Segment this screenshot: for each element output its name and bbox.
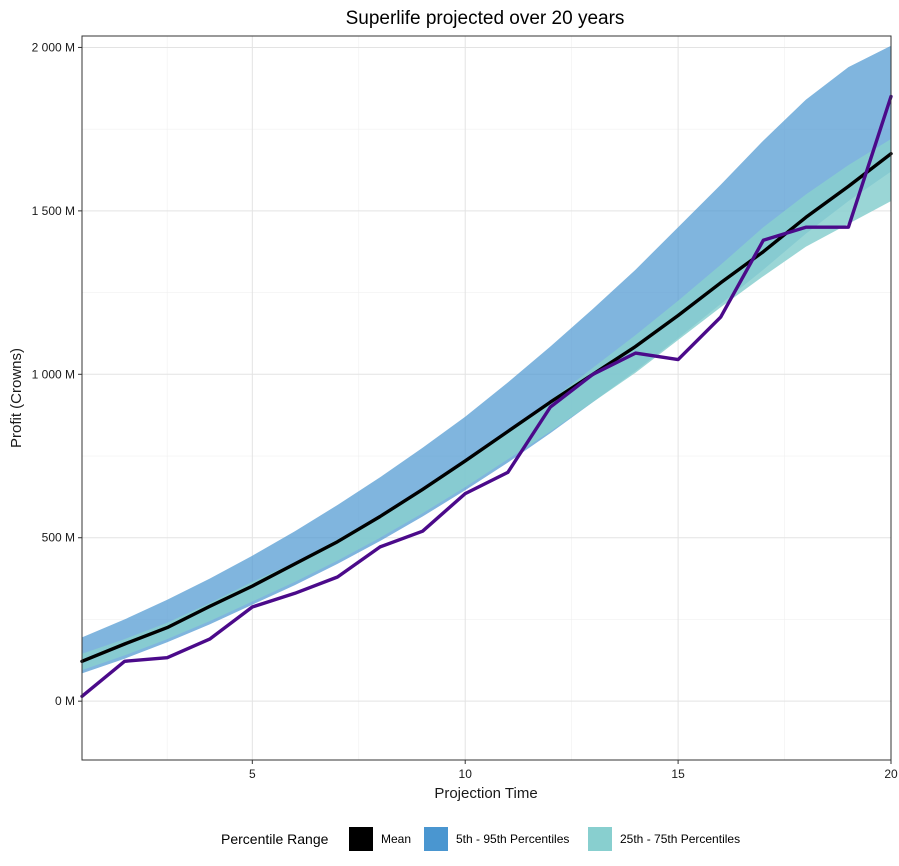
legend-key-25th-75th — [588, 827, 612, 851]
legend-label: 5th - 95th Percentiles — [456, 832, 569, 846]
chart-title: Superlife projected over 20 years — [346, 8, 625, 29]
band-25th-75th — [82, 139, 891, 671]
y-tick-label: 0 M — [55, 694, 75, 708]
legend-key-5th-95th — [424, 827, 448, 851]
x-tick-label: 10 — [459, 767, 473, 781]
x-tick-label: 15 — [671, 767, 685, 781]
legend-label: Mean — [381, 832, 411, 846]
legend-title: Percentile Range — [221, 831, 329, 847]
y-tick-label: 500 M — [42, 531, 75, 545]
y-tick-label: 1 000 M — [32, 367, 75, 381]
series-lines — [80, 94, 893, 698]
y-tick-label: 2 000 M — [32, 40, 75, 54]
x-tick-label: 5 — [249, 767, 256, 781]
y-tick-label: 1 500 M — [32, 204, 75, 218]
x-axis-title: Projection Time — [434, 785, 537, 802]
legend: Percentile Range Mean 5th - 95th Percentil… — [221, 827, 740, 851]
x-tick-label: 20 — [884, 767, 898, 781]
legend-key-mean — [349, 827, 373, 851]
plot-border — [81, 35, 892, 761]
percentile-bands — [82, 45, 891, 674]
series-line-mean — [80, 151, 893, 663]
legend-label: 25th - 75th Percentiles — [620, 832, 740, 846]
y-axis-title: Profit (Crowns) — [8, 348, 25, 448]
band-5th-95th — [82, 45, 891, 674]
gridlines — [82, 36, 892, 760]
axis-ticks: 5 10 15 20 0 M 500 M 1 000 M 1 500 M 2 000 M — [32, 40, 898, 781]
series-line-observed — [80, 94, 893, 698]
